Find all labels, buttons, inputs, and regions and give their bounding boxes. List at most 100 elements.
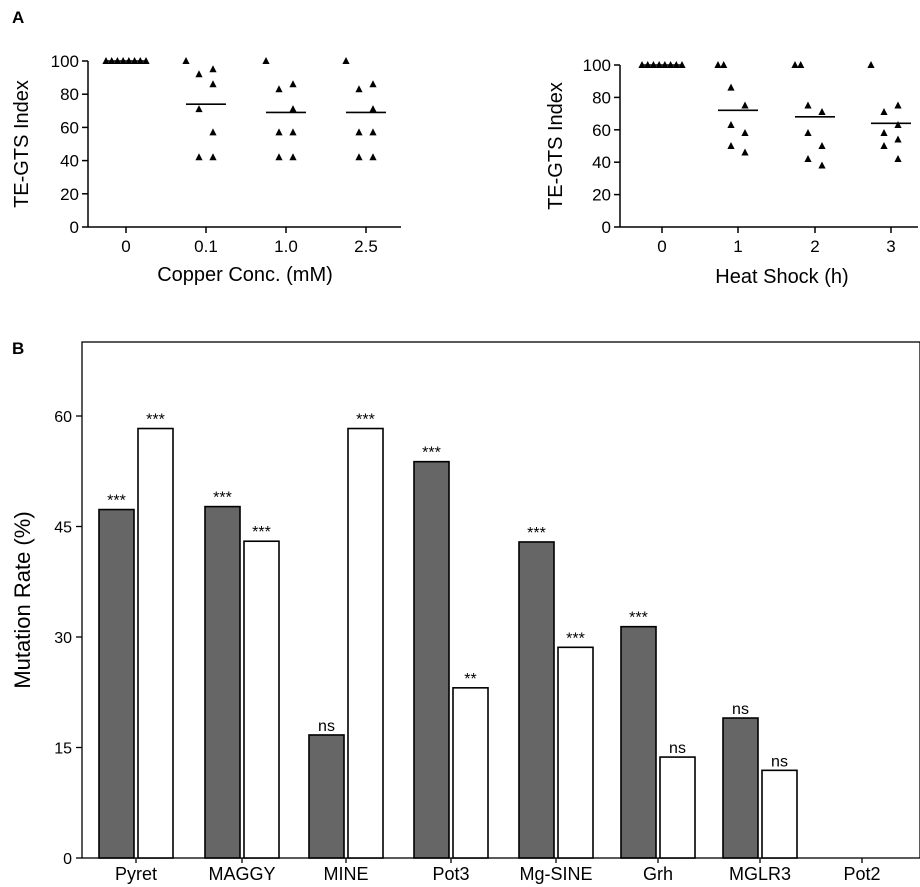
data-point	[714, 61, 722, 68]
bar	[761, 769, 798, 859]
significance-label: ns	[318, 718, 335, 735]
data-point	[275, 128, 283, 136]
data-point	[369, 128, 377, 136]
x-tick-label: 0	[657, 237, 666, 256]
data-point	[369, 153, 377, 161]
data-point	[369, 105, 377, 113]
data-point	[209, 65, 217, 73]
data-point	[880, 142, 888, 149]
category-label: MGLR3	[729, 864, 791, 884]
y-axis-title: TE-GTS Index	[11, 80, 33, 208]
category-label: Pyret	[115, 864, 157, 884]
panel-a-label: A	[12, 8, 24, 27]
y-tick-label: 100	[51, 52, 79, 71]
data-point	[741, 129, 749, 137]
plot-frame	[81, 341, 920, 859]
category-label: MAGGY	[208, 864, 275, 884]
category-label: Grh	[643, 864, 673, 884]
y-axis-title: TE-GTS Index	[545, 82, 567, 210]
significance-label: ***	[213, 490, 232, 507]
data-point	[818, 107, 826, 115]
bar	[557, 646, 594, 859]
significance-label: ns	[771, 753, 788, 770]
x-axis-title: Copper Conc. (mM)	[157, 264, 333, 286]
significance-label: ns	[669, 740, 686, 757]
data-point	[818, 142, 826, 149]
data-point	[195, 70, 203, 78]
data-point	[894, 101, 902, 109]
data-point	[355, 153, 363, 161]
x-tick-label: 1	[733, 237, 742, 256]
data-point	[342, 57, 350, 64]
data-point	[720, 61, 728, 68]
y-tick-label: 0	[63, 851, 72, 868]
data-point	[880, 107, 888, 115]
y-tick-label: 45	[54, 520, 72, 537]
y-tick-label: 20	[592, 186, 611, 205]
bar	[204, 505, 241, 859]
y-tick-label: 80	[592, 88, 611, 107]
significance-label: **	[464, 671, 476, 688]
y-tick-label: 40	[592, 153, 611, 172]
data-point	[741, 148, 749, 156]
x-tick-label: 3	[886, 237, 895, 256]
data-point	[289, 80, 297, 88]
panel-b-label: B	[12, 339, 24, 358]
category-label: Pot3	[432, 864, 469, 884]
bar	[98, 508, 135, 859]
y-tick-label: 60	[54, 409, 72, 426]
y-tick-label: 20	[60, 185, 79, 204]
significance-label: ns	[732, 701, 749, 718]
significance-label: ***	[527, 525, 546, 542]
data-point	[275, 85, 283, 93]
data-point	[804, 154, 812, 162]
bar	[413, 460, 450, 859]
bar-chart-mutation-rate: Mutation Rate (%) 0 15 30 45 60 Pyret *** *** MA…	[10, 341, 920, 884]
y-tick-label: 100	[583, 56, 611, 75]
x-axis-title: Heat Shock (h)	[715, 266, 848, 288]
y-tick-label: 40	[60, 152, 79, 171]
y-tick-label: 15	[54, 741, 72, 758]
scatter-plot-copper: TE-GTS Index Copper Conc. (mM) 0 20 40 60 80…	[11, 52, 401, 286]
x-tick-label: 1.0	[274, 237, 298, 256]
data-point	[355, 85, 363, 93]
bar	[659, 756, 696, 859]
x-tick-label: 0	[121, 237, 130, 256]
data-point	[275, 153, 283, 161]
data-point	[880, 129, 888, 137]
data-point	[182, 57, 190, 64]
data-point	[209, 128, 217, 136]
x-tick-label: 2.5	[354, 237, 378, 256]
x-tick-label: 0.1	[194, 237, 218, 256]
y-tick-label: 60	[592, 121, 611, 140]
data-point	[262, 57, 270, 64]
data-point	[355, 128, 363, 136]
data-point	[804, 101, 812, 109]
data-point	[867, 61, 875, 68]
bar	[518, 541, 555, 859]
data-point	[894, 154, 902, 162]
category-label: MINE	[324, 864, 369, 884]
y-tick-label: 60	[60, 118, 79, 137]
y-tick-label: 30	[54, 630, 72, 647]
data-point	[289, 128, 297, 136]
data-point	[727, 142, 735, 149]
significance-label: ***	[252, 524, 271, 541]
significance-label: ***	[629, 610, 648, 627]
bar	[347, 427, 384, 859]
bar	[722, 717, 759, 859]
data-point	[894, 120, 902, 128]
y-tick-label: 0	[602, 218, 611, 237]
bar	[452, 687, 489, 859]
data-point	[797, 61, 805, 68]
significance-label: ***	[107, 493, 126, 510]
bar	[137, 427, 174, 859]
data-point	[818, 161, 826, 169]
y-tick-label: 0	[70, 218, 79, 237]
scatter-plot-heat-shock: TE-GTS Index Heat Shock (h) 0 20 40 60 80 100…	[545, 56, 918, 288]
data-point	[894, 135, 902, 143]
data-point	[727, 83, 735, 91]
significance-label: ***	[146, 412, 165, 429]
data-point	[727, 120, 735, 128]
